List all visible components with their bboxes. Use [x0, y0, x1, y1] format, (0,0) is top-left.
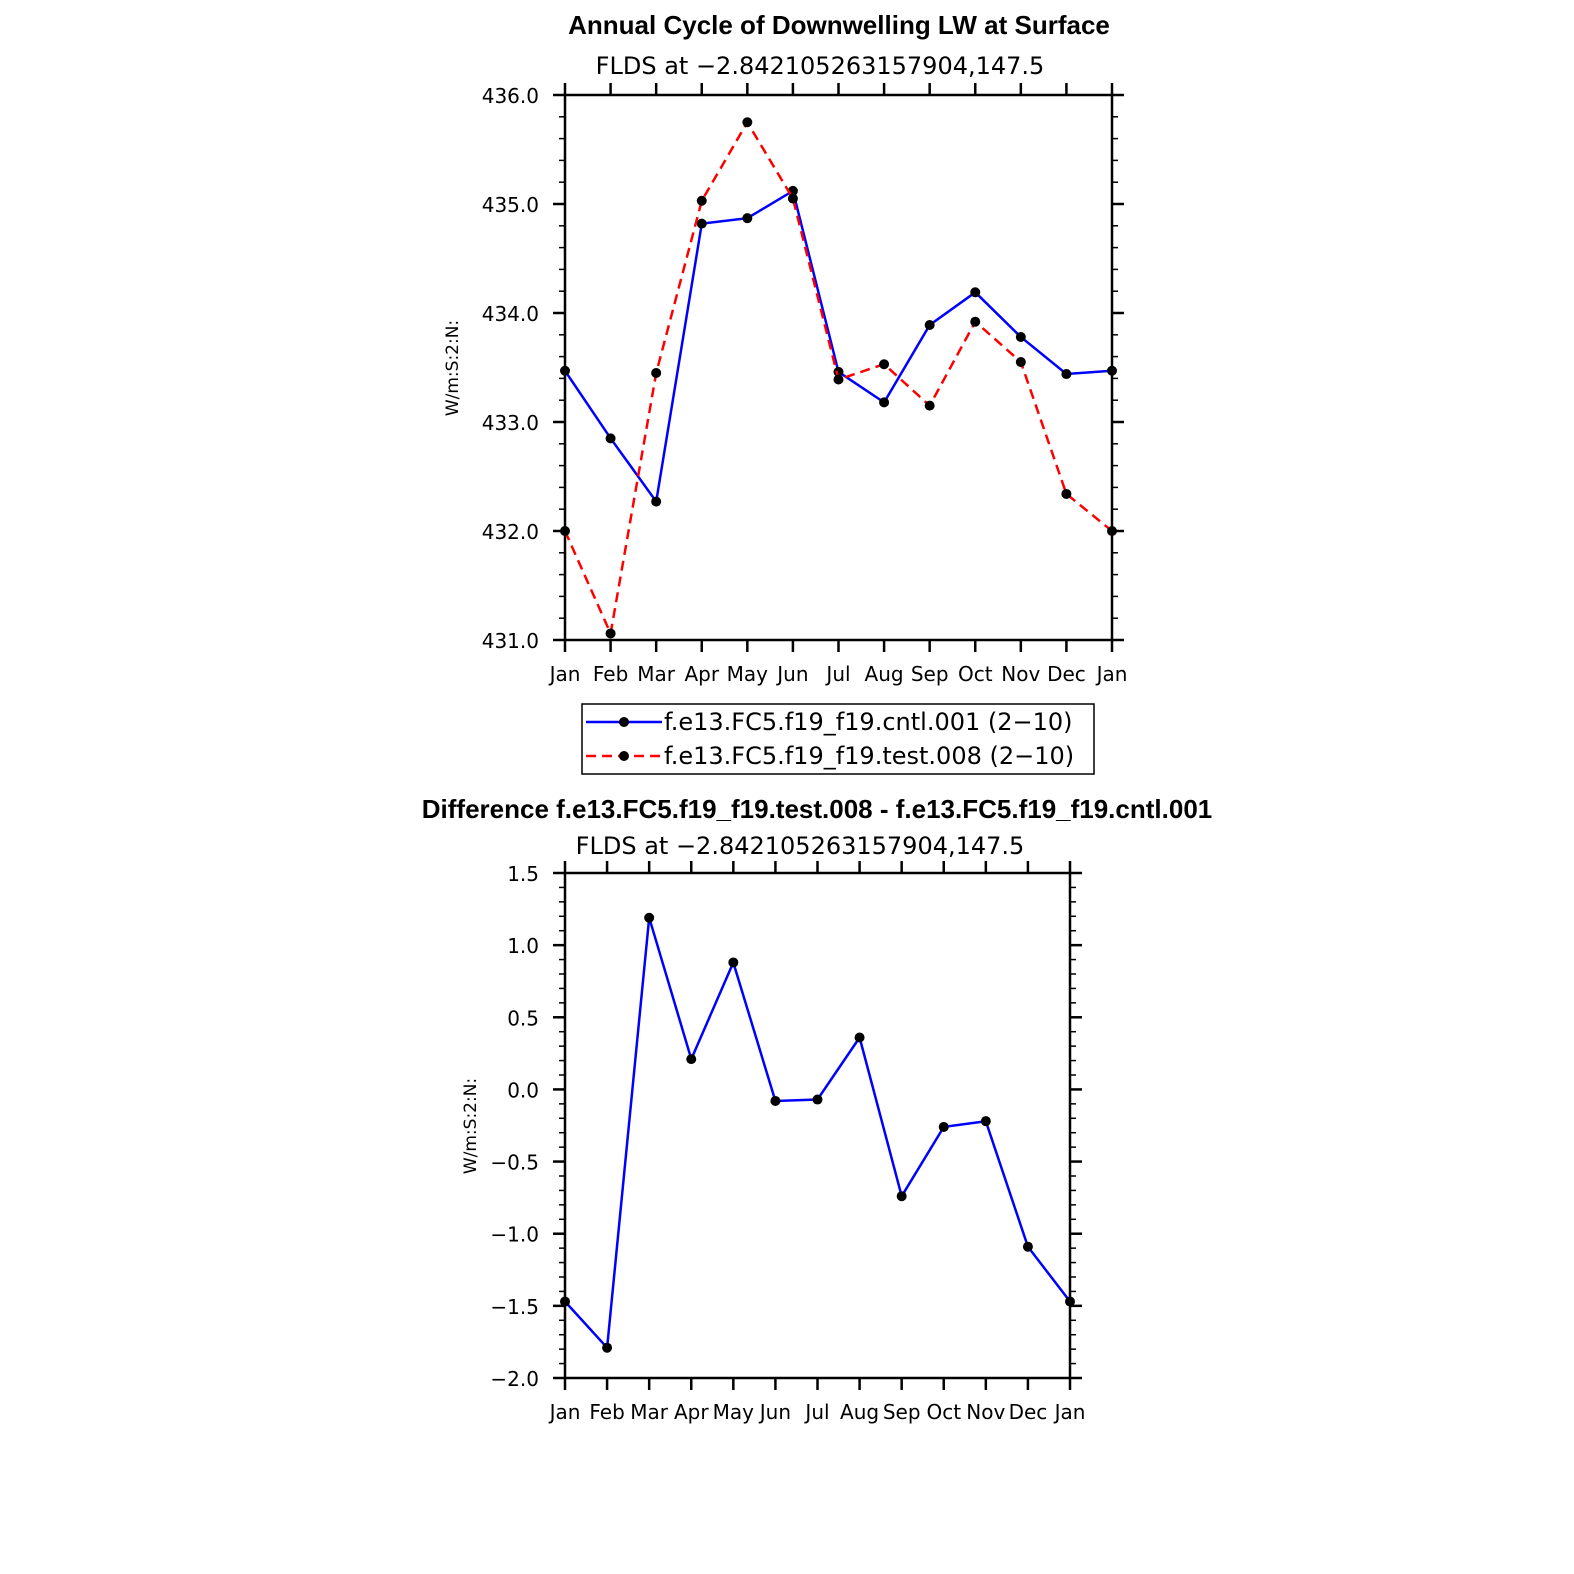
legend: f.e13.FC5.f19_f19.cntl.001 (2−10) f.e13.… — [581, 703, 1095, 775]
top-chart-x-tick-label: Dec — [1047, 662, 1086, 686]
bottom-chart-x-tick-label: Jul — [803, 1400, 829, 1424]
bottom-chart-series-0-point — [728, 957, 739, 968]
top-chart-y-axis-label: W/m:S:2:N: — [443, 320, 463, 416]
bottom-chart-series-0-point — [686, 1054, 697, 1065]
bottom-chart-series-0-point — [938, 1121, 949, 1132]
top-chart-y-tick-label: 432.0 — [482, 520, 539, 544]
top-chart-series-0-point — [651, 496, 662, 507]
top-chart-x-tick-label: Jun — [775, 662, 808, 686]
top-chart-series-1-point — [742, 117, 753, 128]
top-chart-series-0-point — [1015, 331, 1026, 342]
bottom-chart-series-0-point — [560, 1296, 570, 1307]
bottom-chart-y-tick-label: −1.5 — [490, 1295, 539, 1319]
top-chart-plot: Jan Feb Mar Apr May Jun Jul Aug Sep Oct Nov Dec Jan 4… — [482, 83, 1128, 686]
bottom-chart-series-0-line — [564, 917, 1071, 1351]
bottom-chart-x-tick-label: Sep — [883, 1400, 921, 1424]
top-chart-series-0-point — [970, 287, 981, 298]
bottom-chart-series-0-point — [1022, 1241, 1033, 1252]
top-chart-series-0-point — [879, 397, 890, 408]
bottom-chart-series-0-point — [602, 1342, 613, 1353]
top-chart-x-tick-label: Jan — [1095, 662, 1128, 686]
top-chart-series-1-point — [651, 367, 662, 378]
top-chart-x-tick-label: Apr — [684, 662, 719, 686]
bottom-chart-x-tick-label: Aug — [840, 1400, 879, 1424]
top-chart-series-1-point — [1107, 526, 1117, 536]
legend-label-cntl: f.e13.FC5.f19_f19.cntl.001 (2−10) — [664, 708, 1073, 736]
top-chart-series-0-point — [924, 319, 935, 330]
bottom-chart-y-tick-label: 1.5 — [507, 862, 539, 886]
top-chart-series-1-point — [560, 526, 570, 536]
bottom-chart-title: Difference f.e13.FC5.f19_f19.test.008 - … — [422, 794, 1213, 824]
top-chart-series-1-point — [1015, 357, 1026, 368]
bottom-chart-x-tick-label: Feb — [589, 1400, 624, 1424]
top-chart-series-1-point — [879, 359, 890, 370]
bottom-chart-y-tick-label: 0.5 — [507, 1006, 539, 1030]
top-chart-x-tick-label: Oct — [958, 662, 993, 686]
bottom-chart-y-tick-label: −0.5 — [490, 1151, 539, 1175]
top-chart-series-0-point — [560, 365, 570, 376]
top-chart-y-tick-label: 434.0 — [482, 302, 539, 326]
bottom-chart-x-tick-label: Dec — [1009, 1400, 1048, 1424]
top-chart-subtitle: FLDS at −2.842105263157904,147.5 — [596, 52, 1045, 80]
top-chart-series-1-point — [1061, 488, 1072, 499]
bottom-chart-x-tick-label: Jan — [548, 1400, 581, 1424]
top-chart-x-tick-label: Nov — [1001, 662, 1040, 686]
top-chart-series-1-point — [833, 374, 844, 385]
top-chart-x-tick-label: Jan — [548, 662, 581, 686]
top-chart-series-1-point — [787, 193, 798, 204]
top-chart-series-1-point — [970, 316, 981, 327]
bottom-chart-y-tick-label: 0.0 — [507, 1078, 539, 1102]
bottom-chart-series-0-point — [896, 1191, 907, 1202]
bottom-chart-y-axis-label: W/m:S:2:N: — [461, 1078, 481, 1174]
legend-marker-test — [619, 751, 629, 761]
top-chart-x-tick-label: Sep — [911, 662, 949, 686]
top-chart-x-tick-label: Feb — [593, 662, 628, 686]
bottom-chart-series-0-point — [854, 1032, 865, 1043]
top-chart-series-0-line — [563, 188, 1113, 505]
top-chart-y-tick-label: 431.0 — [482, 629, 539, 653]
top-chart-y-tick-label: 435.0 — [482, 193, 539, 217]
bottom-chart-plot: Jan Feb Mar Apr May Jun Jul Aug Sep Oct Nov Dec Jan−… — [490, 861, 1085, 1424]
bottom-chart-y-tick-label: −2.0 — [490, 1367, 539, 1391]
top-chart-x-tick-label: May — [727, 662, 769, 686]
top-chart-title: Annual Cycle of Downwelling LW at Surfac… — [568, 10, 1110, 40]
legend-box — [581, 703, 1095, 775]
bottom-chart-subtitle: FLDS at −2.842105263157904,147.5 — [576, 832, 1025, 860]
bottom-chart-series-0-point — [770, 1095, 781, 1106]
legend-label-test: f.e13.FC5.f19_f19.test.008 (2−10) — [664, 742, 1074, 770]
top-chart-series-0-point — [605, 433, 616, 444]
bottom-chart-x-tick-label: Mar — [630, 1400, 669, 1424]
top-chart-series-0-point — [742, 213, 753, 224]
bottom-chart-x-tick-label: May — [713, 1400, 755, 1424]
top-chart-x-tick-label: Jul — [824, 662, 850, 686]
bottom-chart-series-0-point — [980, 1116, 991, 1127]
top-chart-y-tick-label: 433.0 — [482, 411, 539, 435]
legend-marker-cntl — [619, 717, 629, 727]
top-chart-series-1-point — [924, 400, 935, 411]
top-chart-series-0-point — [1107, 365, 1117, 376]
bottom-chart-y-tick-label: −1.0 — [490, 1223, 539, 1247]
bottom-chart-y-tick-label: 1.0 — [507, 934, 539, 958]
bottom-chart-series-0-point — [644, 912, 655, 923]
top-chart-series-0-point — [696, 218, 707, 229]
bottom-chart-series-0-point — [1065, 1296, 1075, 1307]
top-chart-x-tick-label: Mar — [637, 662, 676, 686]
top-chart-series-1-point — [605, 628, 616, 639]
top-chart-series-0-point — [1061, 369, 1072, 380]
top-chart-y-tick-label: 436.0 — [482, 84, 539, 108]
top-chart-x-tick-label: Aug — [865, 662, 904, 686]
bottom-chart-x-tick-label: Jan — [1053, 1400, 1086, 1424]
bottom-chart-x-tick-label: Oct — [926, 1400, 961, 1424]
bottom-chart-x-tick-label: Jun — [758, 1400, 791, 1424]
bottom-chart-x-tick-label: Nov — [966, 1400, 1005, 1424]
bottom-chart-x-tick-label: Apr — [674, 1400, 709, 1424]
bottom-chart-series-0-point — [812, 1094, 823, 1105]
top-chart-series-1-point — [696, 195, 707, 206]
bottom-chart-plot-frame — [563, 871, 1072, 1380]
